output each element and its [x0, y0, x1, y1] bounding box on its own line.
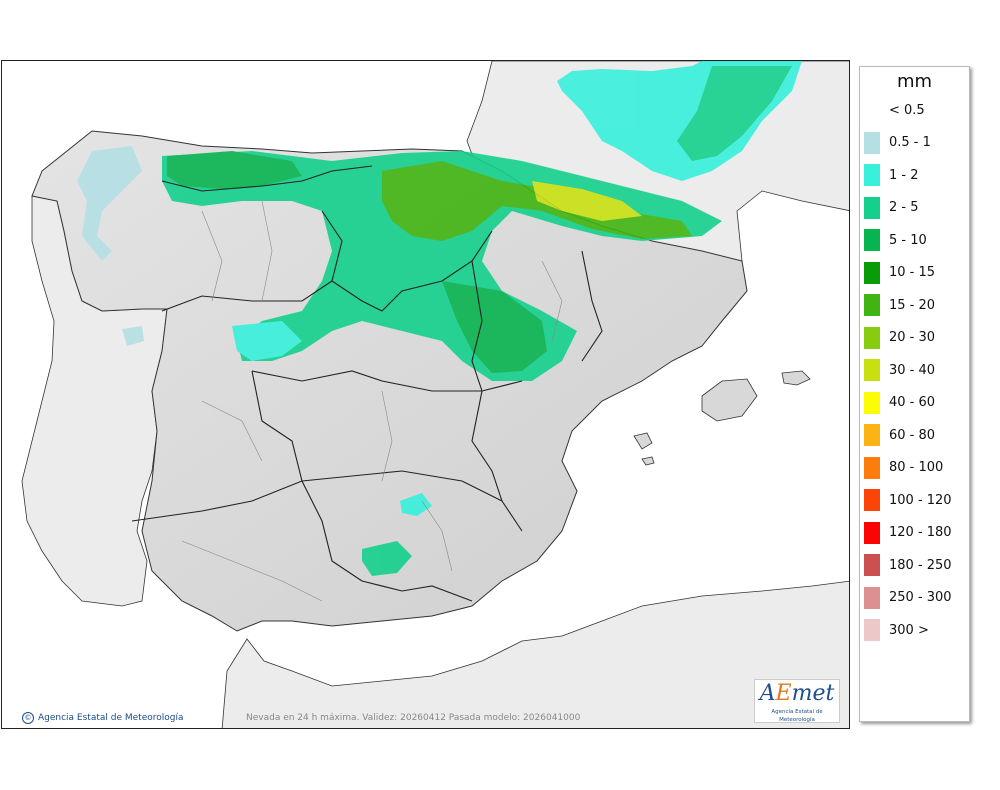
- legend-row: 0.5 - 1: [864, 131, 931, 154]
- legend-swatch: [864, 489, 880, 511]
- legend-swatch: [864, 359, 880, 381]
- island-menorca: [781, 370, 811, 386]
- legend-swatch: [864, 196, 880, 219]
- legend-row: 180 - 250: [864, 554, 952, 576]
- legend-label: 0.5 - 1: [889, 135, 931, 150]
- legend-row: 80 - 100: [864, 456, 944, 479]
- legend-label: 20 - 30: [889, 330, 936, 345]
- legend-swatch: [864, 294, 880, 316]
- legend-label: 80 - 100: [889, 460, 944, 475]
- legend-row: 40 - 60: [864, 391, 936, 414]
- legend-label: 250 - 300: [889, 590, 952, 605]
- region-borders: [131, 165, 603, 602]
- legend-swatch: [864, 326, 880, 349]
- legend-swatch: [864, 456, 880, 479]
- legend-title: mm: [896, 71, 933, 92]
- aemet-logo-subtitle: Agencia Estatal de Meteorología: [771, 709, 823, 723]
- island-formentera: [641, 456, 655, 466]
- map-caption: Nevada en 24 h máxima. Validez: 20260412…: [246, 713, 581, 723]
- province-borders: [181, 200, 563, 602]
- legend-label: 180 - 250: [889, 557, 952, 573]
- map-canvas: [21, 61, 849, 728]
- legend-label: 120 - 180: [889, 525, 952, 540]
- legend-row: 30 - 40: [864, 359, 935, 381]
- legend-label: 10 - 15: [889, 265, 936, 280]
- aemet-logo: AEmet Agencia Estatal de Meteorología: [754, 679, 840, 723]
- legend-swatch: [864, 391, 880, 414]
- legend-swatch: [864, 586, 880, 609]
- legend-label: 300 >: [889, 622, 929, 638]
- legend-label: 40 - 60: [889, 395, 936, 410]
- legend-swatch: [864, 131, 880, 154]
- legend-label: 2 - 5: [889, 200, 919, 215]
- legend-swatch: [864, 521, 880, 544]
- map-frame[interactable]: [1, 60, 850, 729]
- legend-row: 120 - 180: [864, 521, 952, 544]
- agency-credit: © Agencia Estatal de Meteorología: [22, 712, 184, 724]
- legend-row: 2 - 5: [864, 196, 919, 219]
- agency-credit-text: Agencia Estatal de Meteorología: [38, 713, 184, 723]
- legend-swatch: [864, 554, 880, 576]
- aemet-logo-mark: AEmet: [759, 681, 835, 706]
- legend-swatch: [864, 424, 880, 446]
- legend-swatch: [864, 99, 880, 121]
- legend-swatch: [864, 164, 880, 186]
- legend-label: < 0.5: [889, 102, 925, 118]
- precip-overlay: [77, 61, 802, 576]
- legend-row: 5 - 10: [864, 229, 927, 251]
- legend-row: 300 >: [864, 619, 929, 641]
- legend-row: < 0.5: [864, 99, 925, 121]
- legend-swatch: [864, 619, 880, 641]
- legend-label: 60 - 80: [889, 427, 936, 443]
- legend-row: 10 - 15: [864, 261, 936, 284]
- legend-row: 100 - 120: [864, 489, 952, 511]
- legend-label: 1 - 2: [889, 167, 919, 183]
- legend-swatch: [864, 229, 880, 251]
- legend-label: 30 - 40: [889, 362, 936, 378]
- legend-label: 15 - 20: [889, 297, 936, 313]
- island-mallorca: [701, 378, 758, 422]
- legend-row: 250 - 300: [864, 586, 952, 609]
- legend-swatch: [864, 261, 880, 284]
- precip-legend: mm < 0.5 0.5 - 1 1 - 2 2 - 5 5 - 10 10 - 15 15…: [859, 66, 970, 722]
- island-ibiza: [633, 432, 653, 450]
- legend-row: 1 - 2: [864, 164, 919, 186]
- copyright-icon: ©: [22, 712, 34, 724]
- legend-row: 15 - 20: [864, 294, 935, 316]
- legend-label: 5 - 10: [889, 232, 927, 248]
- africa-land: [221, 580, 849, 728]
- legend-label: 100 - 120: [889, 492, 952, 508]
- legend-row: 60 - 80: [864, 424, 935, 446]
- legend-row: 20 - 30: [864, 326, 936, 349]
